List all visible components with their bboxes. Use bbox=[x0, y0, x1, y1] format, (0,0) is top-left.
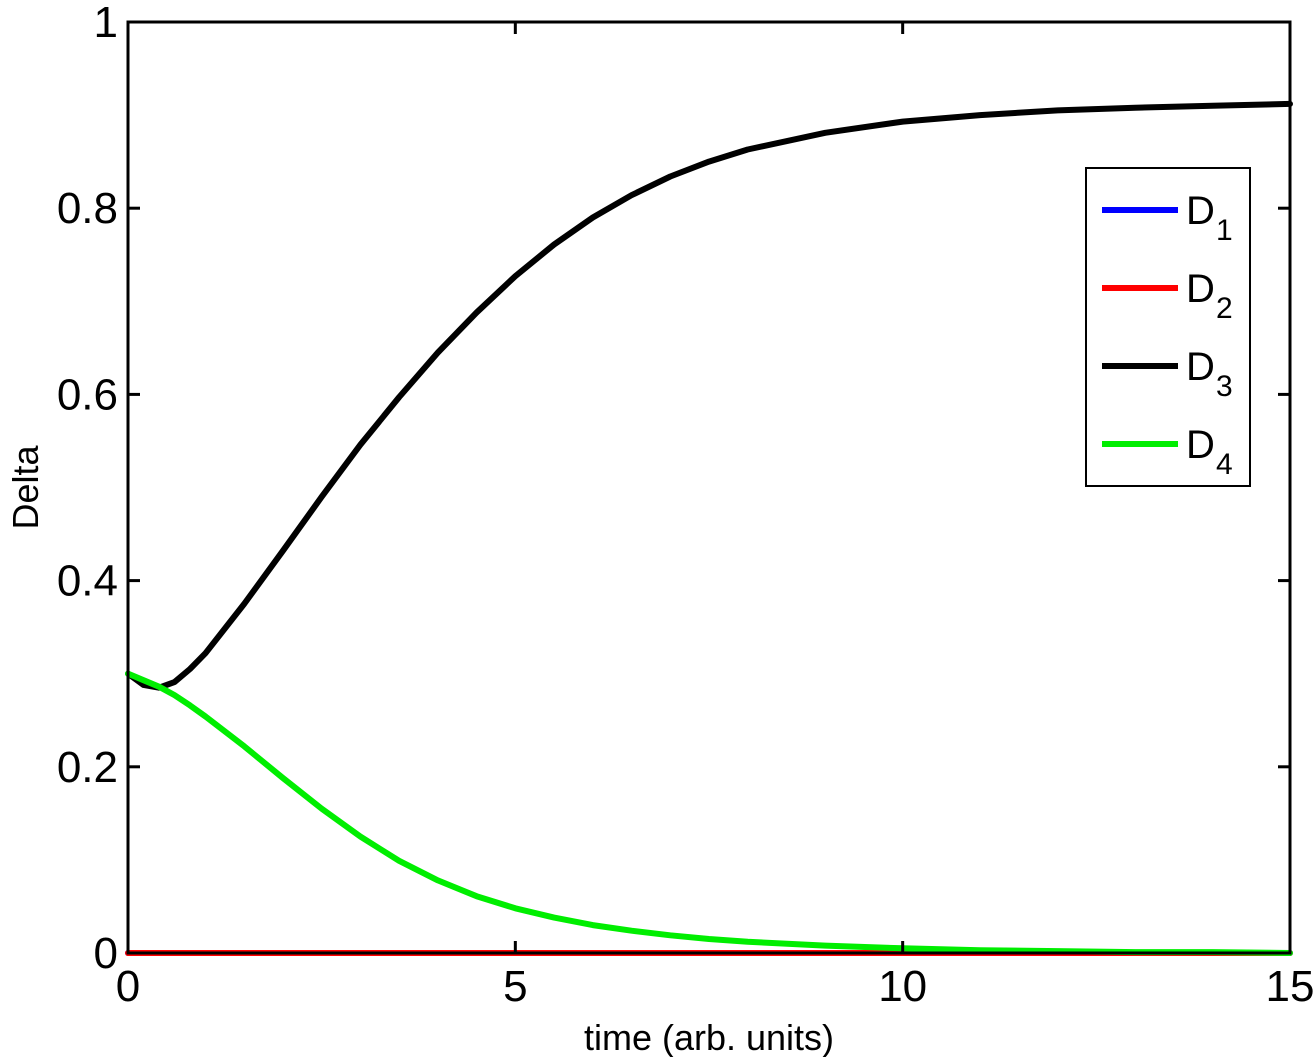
y-axis-label: Delta bbox=[5, 445, 46, 530]
x-axis-label: time (arb. units) bbox=[584, 1017, 834, 1057]
series-line-d3 bbox=[125, 100, 1293, 691]
x-tick-label: 5 bbox=[503, 962, 527, 1011]
y-tick-label: 0.6 bbox=[57, 370, 118, 419]
series-line-d4 bbox=[125, 670, 1293, 956]
legend-label: D bbox=[1186, 267, 1215, 311]
legend-label-subscript: 3 bbox=[1216, 370, 1233, 403]
legend-label: D bbox=[1186, 423, 1215, 467]
y-tick-label: 0 bbox=[94, 929, 118, 978]
x-tick-label: 0 bbox=[116, 962, 140, 1011]
legend-label-subscript: 1 bbox=[1216, 214, 1233, 247]
x-tick-label: 10 bbox=[878, 962, 927, 1011]
y-tick-label: 0.8 bbox=[57, 184, 118, 233]
legend-label: D bbox=[1186, 345, 1215, 389]
legend-label-subscript: 4 bbox=[1216, 448, 1233, 481]
tick-labels: 0 5 10 15 0 0.2 0.4 0.6 0.8 1 bbox=[57, 0, 1313, 1011]
plot-frame bbox=[126, 20, 1292, 955]
legend: D 1D 2D 3D 4 bbox=[1085, 167, 1251, 487]
y-tick-label: 1 bbox=[94, 0, 118, 47]
legend-box bbox=[1085, 167, 1251, 487]
y-tick-label: 0.2 bbox=[57, 743, 118, 792]
axis-ticks bbox=[126, 20, 1292, 955]
legend-label: D bbox=[1186, 189, 1215, 233]
legend-label-subscript: 2 bbox=[1216, 292, 1233, 325]
y-tick-label: 0.4 bbox=[57, 557, 118, 606]
x-tick-label: 15 bbox=[1266, 962, 1313, 1011]
